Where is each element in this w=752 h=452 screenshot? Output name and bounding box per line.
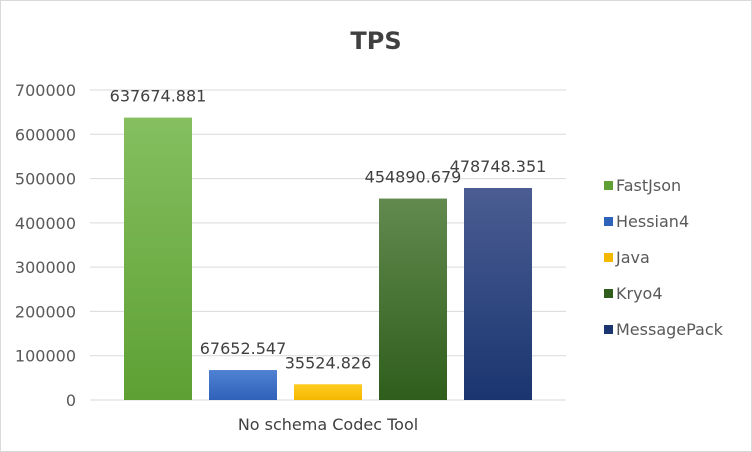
y-tick-label: 400000	[15, 214, 76, 233]
y-tick-label: 700000	[15, 81, 76, 100]
data-label: 478748.351	[450, 157, 547, 176]
legend-swatch	[604, 289, 613, 298]
bar-kryo4	[379, 198, 447, 400]
legend-swatch	[604, 217, 613, 226]
bar-messagepack	[464, 187, 532, 400]
y-axis-ticks: 0 100000 200000 300000 400000 500000 600000 700…	[15, 81, 76, 410]
data-label: 35524.826	[285, 353, 372, 372]
y-tick-label: 100000	[15, 347, 76, 366]
y-tick-label: 0	[66, 391, 76, 410]
bars	[124, 117, 532, 400]
data-label: 637674.881	[110, 87, 207, 106]
bar-java	[294, 384, 362, 400]
data-label: 454890.679	[365, 168, 462, 187]
legend-label: Kryo4	[616, 284, 663, 303]
legend-label: Hessian4	[616, 212, 689, 231]
x-category-label: No schema Codec Tool	[238, 415, 418, 434]
data-label: 67652.547	[200, 339, 287, 358]
bar-fastjson	[124, 117, 192, 400]
legend-swatch	[604, 181, 613, 190]
chart-title: TPS	[350, 27, 401, 55]
legend: FastJson Hessian4 Java Kryo4 MessagePack	[604, 176, 724, 339]
legend-swatch	[604, 325, 613, 334]
y-tick-label: 200000	[15, 302, 76, 321]
legend-label: FastJson	[616, 176, 681, 195]
y-tick-label: 600000	[15, 125, 76, 144]
y-tick-label: 300000	[15, 258, 76, 277]
y-tick-label: 500000	[15, 170, 76, 189]
legend-label: Java	[615, 248, 650, 267]
bar-hessian4	[209, 370, 277, 400]
legend-label: MessagePack	[616, 320, 724, 339]
legend-swatch	[604, 253, 613, 262]
